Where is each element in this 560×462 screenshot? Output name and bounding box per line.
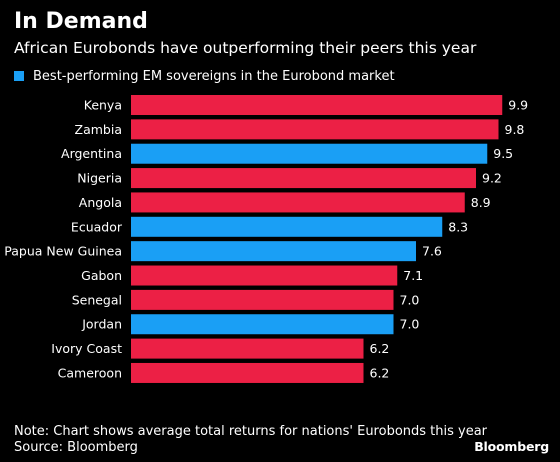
chart-title: In Demand xyxy=(14,9,148,34)
chart-note: Note: Chart shows average total returns … xyxy=(14,424,488,439)
value-label: 7.1 xyxy=(403,268,423,283)
category-label: Ecuador xyxy=(71,219,123,234)
bar xyxy=(131,119,499,140)
bar xyxy=(131,362,364,383)
bloomberg-logo: Bloomberg xyxy=(474,439,549,454)
value-label: 7.0 xyxy=(400,317,420,332)
category-label: Argentina xyxy=(61,146,122,161)
bar xyxy=(131,192,465,213)
category-label: Nigeria xyxy=(77,171,122,186)
value-label: 9.5 xyxy=(493,146,513,161)
value-label: 6.2 xyxy=(370,365,390,380)
category-label: Senegal xyxy=(72,292,122,307)
bar xyxy=(131,338,364,359)
legend-swatch xyxy=(14,71,24,81)
value-label: 9.8 xyxy=(505,122,525,137)
value-label: 6.2 xyxy=(370,341,390,356)
chart-subtitle: African Eurobonds have outperforming the… xyxy=(14,39,477,57)
chart-legend: Best-performing EM sovereigns in the Eur… xyxy=(14,68,395,84)
category-label: Papua New Guinea xyxy=(4,244,122,259)
category-label: Angola xyxy=(79,195,122,210)
legend-label: Best-performing EM sovereigns in the Eur… xyxy=(33,68,395,84)
value-label: 9.2 xyxy=(482,171,502,186)
value-label: 8.3 xyxy=(448,219,468,234)
value-label: 7.6 xyxy=(422,244,442,259)
bar xyxy=(131,95,503,115)
bar xyxy=(131,314,394,335)
bar xyxy=(131,241,416,262)
category-label: Zambia xyxy=(75,122,122,137)
bar xyxy=(131,216,443,237)
value-label: 7.0 xyxy=(400,292,420,307)
category-label: Ivory Coast xyxy=(51,341,122,356)
bar xyxy=(131,289,394,310)
bar xyxy=(131,143,488,164)
category-label: Cameroon xyxy=(58,365,122,380)
bar xyxy=(131,168,476,189)
bar xyxy=(131,265,398,286)
value-label: 8.9 xyxy=(471,195,491,210)
chart-source: Source: Bloomberg xyxy=(14,440,138,455)
value-label: 9.9 xyxy=(508,98,528,113)
category-label: Jordan xyxy=(81,317,122,332)
category-label: Gabon xyxy=(81,268,122,283)
category-label: Kenya xyxy=(84,98,122,113)
